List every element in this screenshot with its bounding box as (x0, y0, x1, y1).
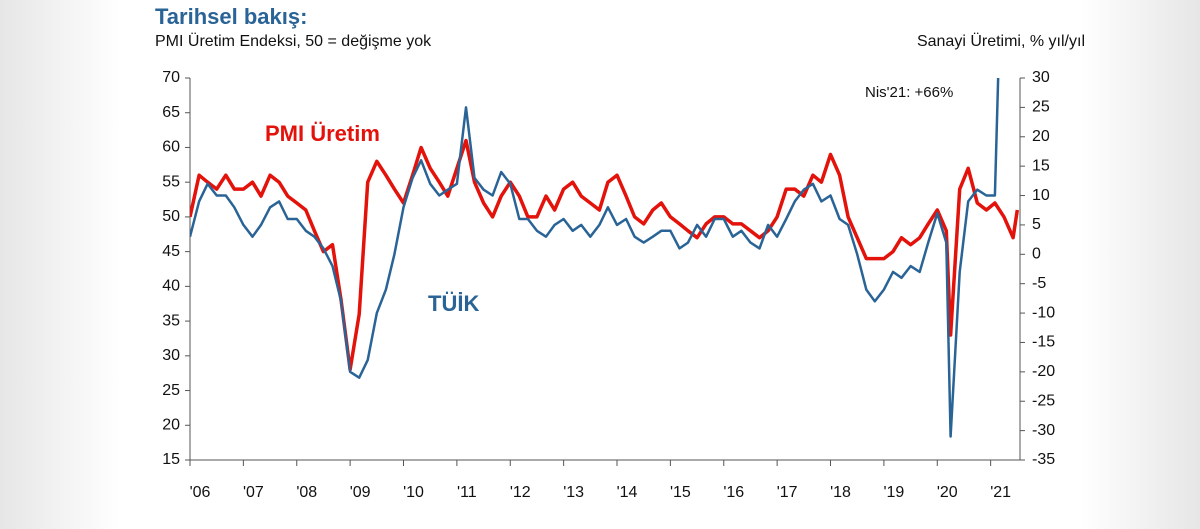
y-tick-label: 15 (162, 451, 180, 468)
x-tick-label: '08 (296, 484, 317, 501)
y2-tick-label: -35 (1032, 451, 1055, 468)
x-tick-label: '17 (777, 484, 798, 501)
x-tick-label: '15 (670, 484, 691, 501)
y2-axis-title: Sanayi Üretimi, % yıl/yıl (917, 32, 1085, 50)
y-tick-label: 55 (162, 173, 180, 190)
x-tick-label: '07 (243, 484, 264, 501)
plot (190, 78, 1020, 438)
y2-tick-label: 30 (1032, 69, 1050, 86)
y-tick-label: 70 (162, 69, 180, 86)
y-tick-label: 65 (162, 104, 180, 121)
y2-tick-label: 10 (1032, 187, 1050, 204)
x-tick-label: '09 (350, 484, 371, 501)
y2-tick-label: 0 (1032, 246, 1041, 263)
x-tick-label: '11 (457, 484, 477, 501)
y-tick-label: 35 (162, 312, 180, 329)
y-tick-label: 20 (162, 416, 180, 433)
y2-tick-label: 5 (1032, 216, 1041, 233)
y-tick-label: 40 (162, 278, 180, 295)
x-tick-label: '14 (617, 484, 638, 501)
x-tick-label: '20 (937, 484, 958, 501)
y-tick-label: 45 (162, 243, 180, 260)
y-tick-label: 50 (162, 208, 180, 225)
x-tick-label: '16 (723, 484, 744, 501)
subtitle: PMI Üretim Endeksi, 50 = değişme yok (155, 32, 432, 50)
y2-tick-label: -20 (1032, 363, 1055, 380)
y-tick-label: 25 (162, 382, 180, 399)
x-tick-label: '21 (990, 484, 1011, 501)
y2-tick-label: -5 (1032, 275, 1046, 292)
series-label: PMI Üretim (265, 121, 380, 146)
y2-tick-label: -15 (1032, 334, 1055, 351)
y2-tick-label: -30 (1032, 422, 1055, 439)
x-tick-label: '19 (883, 484, 904, 501)
y-tick-label: 30 (162, 347, 180, 364)
x-tick-label: '12 (510, 484, 531, 501)
y2-tick-label: -25 (1032, 392, 1055, 409)
x-tick-label: '10 (403, 484, 424, 501)
y-tick-label: 60 (162, 139, 180, 156)
annotation: Nis'21: +66% (865, 84, 953, 101)
y2-tick-label: -10 (1032, 304, 1055, 321)
chart-title: Tarihsel bakış: (155, 4, 307, 29)
series-line (190, 78, 1000, 438)
series-line (190, 138, 1020, 372)
x-tick-label: '13 (563, 484, 584, 501)
y2-tick-label: 15 (1032, 157, 1050, 174)
series-label: TÜİK (428, 291, 479, 316)
y2-tick-label: 25 (1032, 99, 1050, 116)
y2-tick-label: 20 (1032, 128, 1050, 145)
x-tick-label: '18 (830, 484, 851, 501)
x-tick-label: '06 (190, 484, 211, 501)
